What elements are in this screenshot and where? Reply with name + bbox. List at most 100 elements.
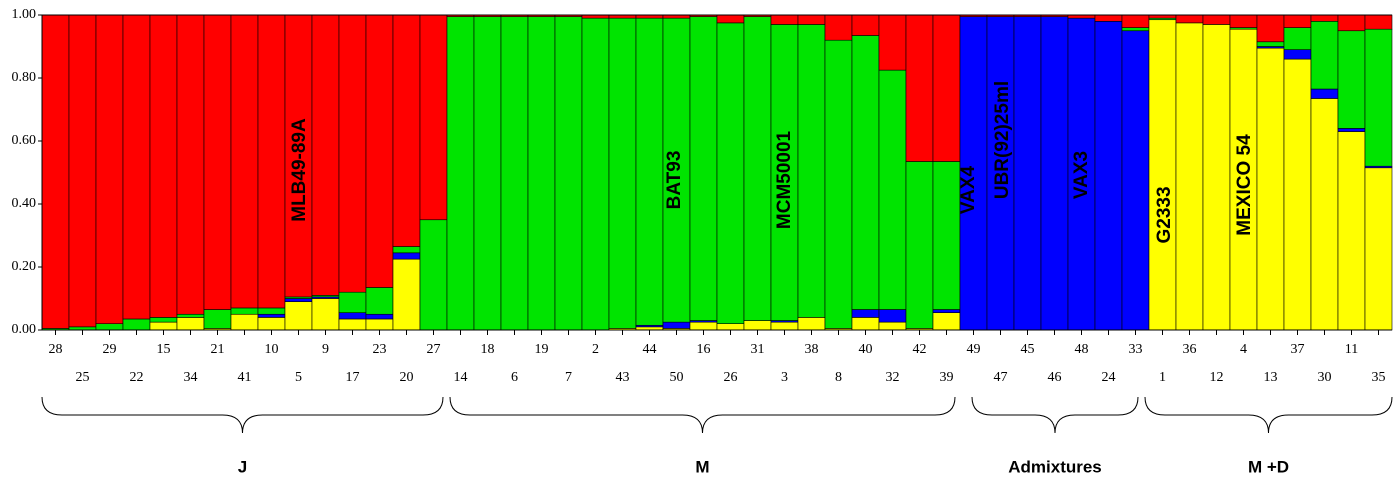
y-tick-label: 0.60 (12, 133, 37, 148)
bar-segment (338, 318, 367, 331)
bar-segment (365, 287, 394, 315)
x-tick-label: 23 (373, 342, 387, 357)
x-tick-label: 22 (130, 370, 144, 385)
bar-segment (176, 313, 205, 318)
bar-segment (1040, 16, 1069, 331)
x-tick-label: 7 (565, 370, 572, 385)
bar-segment (149, 14, 178, 318)
group-label: M (695, 457, 709, 476)
bar-segment (41, 14, 70, 329)
bar-segment (203, 309, 232, 329)
bar-segment (284, 298, 313, 302)
bar-segment (608, 17, 637, 329)
x-tick-label: 10 (265, 342, 279, 357)
bar-segment (1337, 128, 1366, 132)
bar-segment (932, 309, 961, 313)
bar-segment (851, 35, 880, 310)
sample-annotation: UBR(92)25ml (992, 81, 1013, 199)
bar-segment (311, 14, 340, 296)
y-tick-label: 0.40 (12, 196, 37, 211)
bar-segment (257, 313, 286, 318)
bar-segment (1364, 14, 1393, 30)
x-tick-label: 34 (184, 370, 198, 385)
bar-segment (122, 318, 151, 331)
bar-segment (662, 321, 691, 329)
sample-annotation: G2333 (1154, 186, 1175, 243)
x-tick-label: 4 (1240, 342, 1247, 357)
group-brace (41, 396, 444, 434)
sample-annotation: VAX4 (958, 165, 979, 214)
bar-segment (203, 14, 232, 310)
sample-annotation: VAX3 (1071, 151, 1092, 199)
group-brace (971, 396, 1139, 434)
group-label: M +D (1248, 457, 1289, 476)
bar-segment (230, 313, 259, 331)
bar-segment (392, 14, 421, 247)
bar-segment (581, 17, 610, 331)
bar-segment (1175, 14, 1204, 24)
bar-segment (1310, 98, 1339, 331)
bar-segment (230, 307, 259, 315)
sample-annotation: BAT93 (664, 151, 685, 210)
bar-segment (365, 14, 394, 288)
bar-segment (851, 309, 880, 318)
y-tick-label: 1.00 (12, 7, 37, 22)
bar-segment (1337, 14, 1366, 32)
bar-segment (689, 16, 718, 321)
bar-segment (149, 321, 178, 331)
bar-segment (500, 16, 529, 331)
x-tick-label: 14 (454, 370, 468, 385)
bar-segment (905, 14, 934, 162)
x-tick-label: 39 (940, 370, 954, 385)
bar-segment (392, 252, 421, 260)
bar-segment (1283, 14, 1312, 28)
x-tick-label: 20 (400, 370, 414, 385)
x-tick-label: 40 (859, 342, 873, 357)
bar-segment (1067, 17, 1096, 331)
bar-segment (743, 320, 772, 331)
bar-segment (230, 14, 259, 309)
x-tick-label: 48 (1075, 342, 1089, 357)
bar-segment (1310, 20, 1339, 90)
bar-segment (662, 17, 691, 323)
x-tick-label: 8 (835, 370, 842, 385)
x-tick-label: 43 (616, 370, 630, 385)
bar-segment (1364, 28, 1393, 167)
x-tick-label: 16 (697, 342, 711, 357)
bar-segment (743, 16, 772, 321)
x-tick-label: 46 (1048, 370, 1062, 385)
bar-segment (1310, 88, 1339, 99)
bar-segment (392, 258, 421, 331)
bar-segment (95, 323, 124, 331)
bar-segment (419, 219, 448, 331)
bar-segment (176, 317, 205, 331)
x-tick-label: 33 (1129, 342, 1143, 357)
bar-segment (1121, 30, 1150, 331)
bar-segment (338, 14, 367, 293)
bar-segment (365, 313, 394, 320)
bar-segment (1283, 58, 1312, 331)
bar-segment (176, 14, 205, 315)
sample-annotation: MEXICO 54 (1234, 134, 1255, 236)
bar-segment (1310, 14, 1339, 22)
bar-segment (1094, 14, 1123, 22)
bar-segment (824, 14, 853, 41)
x-tick-label: 31 (751, 342, 765, 357)
bar-segment (311, 298, 340, 331)
x-tick-label: 5 (295, 370, 302, 385)
bar-segment (878, 69, 907, 310)
bar-segment (1337, 30, 1366, 129)
x-tick-label: 25 (76, 370, 90, 385)
bar-segment (878, 309, 907, 323)
x-tick-label: 29 (103, 342, 117, 357)
bar-segment (635, 17, 664, 326)
x-tick-label: 47 (994, 370, 1008, 385)
group-brace (1144, 396, 1393, 434)
x-tick-label: 37 (1291, 342, 1305, 357)
bar-segment (446, 16, 475, 331)
group-label: Admixtures (1008, 457, 1102, 476)
x-tick-label: 17 (346, 370, 360, 385)
bar-segment (68, 14, 97, 328)
bar-segment (1337, 131, 1366, 331)
bar-segment (716, 323, 745, 331)
